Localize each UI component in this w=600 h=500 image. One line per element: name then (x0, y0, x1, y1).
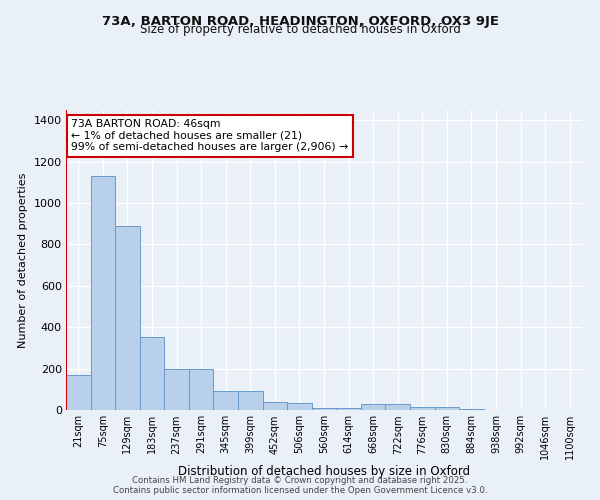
Bar (140, 336, 164, 410)
Bar (214, 392, 238, 410)
Bar (66, 375, 91, 410)
Bar (238, 392, 263, 410)
Bar (312, 408, 336, 410)
X-axis label: Distribution of detached houses by size in Oxford: Distribution of detached houses by size … (178, 465, 470, 478)
Bar (263, 402, 287, 410)
Bar (189, 368, 214, 410)
Bar (385, 404, 410, 410)
Bar (115, 226, 140, 410)
Text: Size of property relative to detached houses in Oxford: Size of property relative to detached ho… (140, 22, 460, 36)
Bar (91, 176, 115, 410)
Bar (164, 368, 189, 410)
Text: 73A, BARTON ROAD, HEADINGTON, OXFORD, OX3 9JE: 73A, BARTON ROAD, HEADINGTON, OXFORD, OX… (101, 15, 499, 28)
Bar (410, 407, 434, 410)
Text: Contains HM Land Registry data © Crown copyright and database right 2025.
Contai: Contains HM Land Registry data © Crown c… (113, 476, 487, 495)
Bar (434, 407, 459, 410)
Bar (361, 404, 385, 410)
Bar (336, 408, 361, 410)
Bar (287, 403, 312, 410)
Text: 73A BARTON ROAD: 46sqm
← 1% of detached houses are smaller (21)
99% of semi-deta: 73A BARTON ROAD: 46sqm ← 1% of detached … (71, 119, 349, 152)
Y-axis label: Number of detached properties: Number of detached properties (18, 172, 28, 348)
Bar (459, 409, 484, 410)
